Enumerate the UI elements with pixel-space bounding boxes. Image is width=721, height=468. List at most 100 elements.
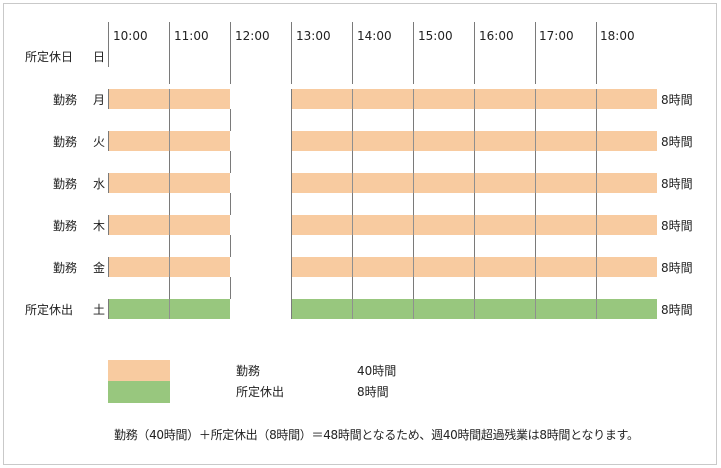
work-bar-morning xyxy=(108,299,230,319)
row-day-label: 水 xyxy=(93,177,106,191)
gridline-1300 xyxy=(291,22,292,84)
gridline-segment xyxy=(535,277,536,299)
legend-value-holiday-work: 8時間 xyxy=(357,385,389,399)
gridline-segment xyxy=(474,151,475,173)
gridline-segment xyxy=(352,151,353,173)
work-bar-afternoon xyxy=(291,257,657,277)
gridline-1800 xyxy=(596,22,597,84)
hour-cell xyxy=(109,257,170,277)
gridline-segment xyxy=(413,235,414,257)
hour-cell xyxy=(536,89,597,109)
row-type-label: 勤務 xyxy=(53,135,78,149)
hour-cell xyxy=(353,173,414,193)
hour-cell xyxy=(109,299,170,319)
hour-cell xyxy=(109,215,170,235)
hour-cell xyxy=(292,173,353,193)
gridline-segment xyxy=(596,193,597,215)
hour-cell xyxy=(353,89,414,109)
gridline-segment xyxy=(413,193,414,215)
gridline-segment xyxy=(230,151,231,173)
hour-cell xyxy=(536,173,597,193)
gridline-segment xyxy=(413,109,414,131)
hour-cell xyxy=(292,299,353,319)
time-label-1100: 11:00 xyxy=(174,29,209,43)
time-label-1000: 10:00 xyxy=(113,29,148,43)
row-day-label: 火 xyxy=(93,135,106,149)
hour-cell xyxy=(414,257,475,277)
hour-cell xyxy=(353,257,414,277)
gridline-segment xyxy=(230,193,231,215)
work-bar-morning xyxy=(108,131,230,151)
hour-cell xyxy=(536,131,597,151)
gridline-segment xyxy=(535,109,536,131)
gridline-segment xyxy=(169,235,170,257)
gridline-segment xyxy=(169,109,170,131)
hour-cell xyxy=(475,257,536,277)
hour-cell xyxy=(414,215,475,235)
hour-cell xyxy=(414,89,475,109)
time-label-1700: 17:00 xyxy=(539,29,574,43)
gridline-segment xyxy=(413,277,414,299)
row-hours-label: 8時間 xyxy=(661,261,693,275)
hour-cell xyxy=(414,173,475,193)
gridline-segment xyxy=(291,235,292,257)
time-label-1200: 12:00 xyxy=(235,29,270,43)
row-hours-label: 8時間 xyxy=(661,303,693,317)
work-bar-morning xyxy=(108,89,230,109)
gridline-1000 xyxy=(108,22,109,67)
gridline-segment xyxy=(596,235,597,257)
hour-cell xyxy=(353,299,414,319)
row-type-label: 勤務 xyxy=(53,261,78,275)
hour-cell xyxy=(109,89,170,109)
gridline-segment xyxy=(474,235,475,257)
gridline-segment xyxy=(596,277,597,299)
time-label-1400: 14:00 xyxy=(357,29,392,43)
work-bar-afternoon xyxy=(291,131,657,151)
row-day-label: 日 xyxy=(93,50,106,64)
hour-cell xyxy=(109,173,170,193)
gridline-1500 xyxy=(413,22,414,84)
work-bar-afternoon xyxy=(291,89,657,109)
summary-note: 勤務（40時間）＋所定休出（8時間）＝48時間となるため、週40時間超過残業は8… xyxy=(114,428,639,442)
row-day-label: 月 xyxy=(93,93,106,107)
gridline-segment xyxy=(596,151,597,173)
gridline-segment xyxy=(291,277,292,299)
work-bar-morning xyxy=(108,215,230,235)
time-label-1500: 15:00 xyxy=(418,29,453,43)
hour-cell xyxy=(536,299,597,319)
row-hours-label: 8時間 xyxy=(661,93,693,107)
gridline-segment xyxy=(169,277,170,299)
row-type-label: 所定休出 xyxy=(25,303,74,317)
gridline-segment xyxy=(352,277,353,299)
hour-cell xyxy=(414,131,475,151)
gridline-segment xyxy=(474,193,475,215)
hour-cell xyxy=(353,131,414,151)
gridline-segment xyxy=(291,193,292,215)
row-day-label: 金 xyxy=(93,261,106,275)
row-type-label: 勤務 xyxy=(53,219,78,233)
gridline-segment xyxy=(230,235,231,257)
legend-value-work: 40時間 xyxy=(357,364,397,378)
gridline-1200 xyxy=(230,22,231,84)
hour-cell xyxy=(292,89,353,109)
gridline-1700 xyxy=(535,22,536,84)
hour-cell xyxy=(475,131,536,151)
work-bar-morning xyxy=(108,173,230,193)
row-day-label: 土 xyxy=(93,303,106,317)
hour-cell xyxy=(475,299,536,319)
gridline-segment xyxy=(230,277,231,299)
gridline-1600 xyxy=(474,22,475,84)
work-bar-afternoon xyxy=(291,215,657,235)
hour-cell xyxy=(475,215,536,235)
hour-cell xyxy=(536,215,597,235)
row-hours-label: 8時間 xyxy=(661,135,693,149)
gridline-segment xyxy=(535,151,536,173)
gridline-segment xyxy=(474,277,475,299)
gridline-1400 xyxy=(352,22,353,84)
work-bar-morning xyxy=(108,257,230,277)
hour-cell xyxy=(292,215,353,235)
hour-cell xyxy=(292,131,353,151)
hour-cell xyxy=(536,257,597,277)
legend-label-work: 勤務 xyxy=(236,364,261,378)
legend-swatch-work xyxy=(108,360,170,382)
